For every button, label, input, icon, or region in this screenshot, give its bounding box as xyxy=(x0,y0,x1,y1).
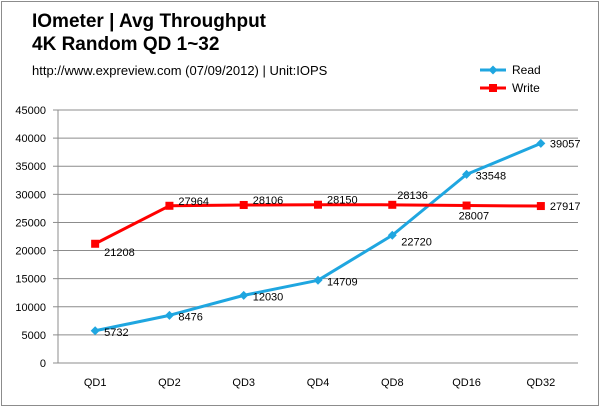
x-tick-label: QD2 xyxy=(158,377,181,389)
read-data-label: 8476 xyxy=(178,311,202,323)
read-data-label: 5732 xyxy=(104,327,128,339)
x-tick-label: QD32 xyxy=(526,377,555,389)
legend-write-label: Write xyxy=(512,81,540,95)
read-point xyxy=(239,290,249,300)
read-point xyxy=(387,230,397,240)
read-point xyxy=(536,138,546,148)
y-tick-label: 25000 xyxy=(15,217,46,229)
read-point xyxy=(164,310,174,320)
write-data-label: 28150 xyxy=(327,195,358,207)
read-data-label: 12030 xyxy=(253,291,284,303)
y-tick-label: 5000 xyxy=(22,330,46,342)
read-point xyxy=(313,275,323,285)
write-point xyxy=(462,201,471,210)
y-tick-label: 45000 xyxy=(15,105,46,117)
write-data-label: 27917 xyxy=(550,201,581,213)
read-data-label: 22720 xyxy=(401,236,432,248)
write-data-label: 28106 xyxy=(253,195,284,207)
read-data-label: 33548 xyxy=(476,170,507,182)
chart-title-line-2: 4K Random QD 1~32 xyxy=(32,34,220,55)
x-tick-label: QD16 xyxy=(452,377,481,389)
write-data-label: 28136 xyxy=(397,190,428,202)
chart-title-line-1: IOmeter | Avg Throughput xyxy=(32,11,267,32)
write-data-label: 21208 xyxy=(104,247,135,259)
x-tick-label: QD1 xyxy=(84,377,107,389)
y-tick-label: 30000 xyxy=(15,189,46,201)
y-tick-label: 40000 xyxy=(15,133,46,145)
write-point xyxy=(314,200,322,209)
chart-subtitle: http://www.expreview.com (07/09/2012) | … xyxy=(32,63,328,78)
write-point xyxy=(388,200,397,209)
y-tick-label: 10000 xyxy=(15,302,46,314)
write-point xyxy=(91,239,100,248)
write-point xyxy=(536,202,545,211)
read-series-line xyxy=(94,142,542,333)
write-point xyxy=(165,201,174,210)
write-data-label: 27964 xyxy=(178,196,209,208)
x-tick-label: QD8 xyxy=(381,377,404,389)
legend-read-label: Read xyxy=(512,63,541,77)
read-point xyxy=(90,326,100,336)
read-point xyxy=(462,169,472,179)
write-point xyxy=(239,200,248,209)
write-data-label: 28007 xyxy=(459,211,490,223)
x-tick-label: QD3 xyxy=(232,377,255,389)
legend-write-marker xyxy=(489,84,497,92)
y-tick-label: 35000 xyxy=(15,161,46,173)
legend-read-marker xyxy=(488,65,498,75)
y-tick-label: 0 xyxy=(40,358,46,370)
read-data-label: 39057 xyxy=(550,138,581,150)
read-data-label: 14709 xyxy=(327,276,358,288)
x-tick-label: QD4 xyxy=(307,377,330,389)
y-tick-label: 15000 xyxy=(15,274,46,286)
y-tick-label: 20000 xyxy=(15,246,46,258)
